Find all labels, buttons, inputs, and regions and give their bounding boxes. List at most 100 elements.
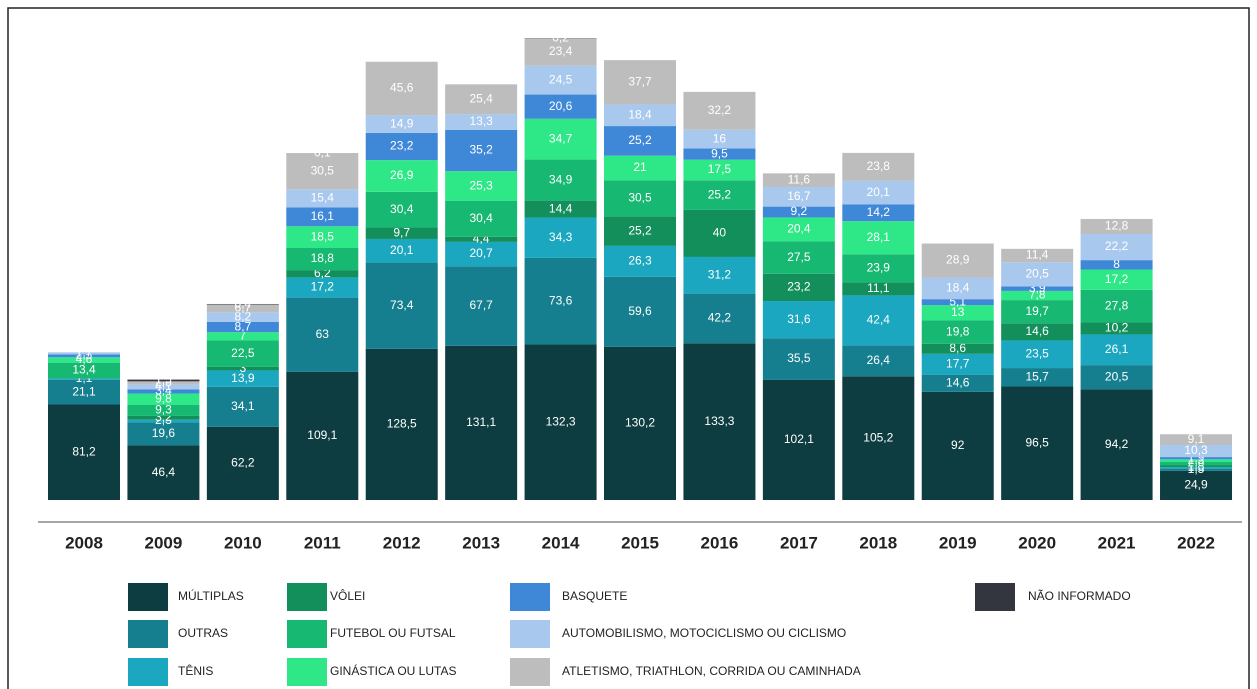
data-label: 9,2 (791, 204, 808, 218)
legend-label: NÃO INFORMADO (1028, 589, 1131, 603)
data-label: 23,4 (549, 44, 573, 58)
x-tick-label: 2013 (462, 533, 500, 552)
legend-swatch (128, 620, 168, 648)
data-label: 15,7 (1025, 369, 1049, 383)
bar-segment (206, 321, 279, 333)
data-label: 13 (951, 305, 965, 319)
bar-segment (762, 206, 835, 218)
bar-segment (1160, 468, 1233, 471)
data-label: 3 (240, 361, 247, 375)
data-label: 2,5 (76, 348, 93, 362)
data-label: 14,9 (390, 116, 414, 130)
bar-segment (1080, 218, 1153, 235)
data-label: 30,4 (390, 202, 414, 216)
bar-segment (206, 332, 279, 341)
bar-segment (445, 114, 518, 130)
bar-segment (604, 276, 677, 347)
legend-swatch (510, 620, 550, 648)
data-label: 7,8 (1029, 288, 1046, 302)
data-label: 19,8 (946, 324, 970, 338)
data-label: 24,5 (549, 72, 573, 86)
bar-segment (683, 148, 756, 160)
bar-segment (286, 248, 359, 271)
data-label: 25,2 (628, 133, 652, 147)
bar-segment (921, 305, 994, 321)
legend-label: VÔLEI (330, 588, 365, 603)
bar-segment (206, 312, 279, 322)
bar-segment (1160, 462, 1233, 466)
bar-segment (921, 391, 994, 500)
bar-segment (604, 245, 677, 277)
data-label: 2,8 (155, 375, 172, 389)
data-label: 14,4 (549, 201, 573, 215)
bar-segment (286, 207, 359, 227)
data-label: 40 (713, 226, 727, 240)
bar-segment (1001, 386, 1074, 500)
bar-segment (48, 357, 120, 363)
data-label: 0,2 (552, 30, 569, 44)
bar-segment (48, 379, 120, 405)
bar-segment (206, 370, 279, 387)
bar-segment (1160, 465, 1233, 468)
data-label: 20,1 (390, 243, 414, 257)
data-label: 130,2 (625, 416, 655, 430)
data-label: 30,5 (311, 163, 335, 177)
bar-segment (921, 243, 994, 278)
x-tick-label: 2018 (859, 533, 897, 552)
data-label: 17,2 (311, 280, 335, 294)
bar-segment (1001, 248, 1074, 263)
x-tick-label: 2011 (304, 533, 341, 552)
bar-segment (762, 173, 835, 187)
bar-segment (1080, 234, 1153, 261)
data-label: 23,9 (867, 260, 891, 274)
bar-segment (604, 346, 677, 500)
bar-segment (842, 282, 915, 296)
bar-segment (524, 38, 597, 66)
data-label: 46,4 (152, 465, 176, 479)
bar-segment (762, 273, 835, 302)
bar-segment (1001, 286, 1074, 291)
data-label: 28,9 (946, 253, 970, 267)
data-label: 32,2 (708, 103, 732, 117)
data-label: 18,8 (311, 251, 335, 265)
legend-swatch (128, 658, 168, 686)
legend-label: MÚLTIPLAS (178, 588, 244, 603)
data-label: 0,4 (235, 296, 252, 310)
data-label: 20,6 (549, 99, 573, 113)
x-tick-label: 2009 (145, 533, 183, 552)
bar-segment (762, 217, 835, 242)
data-label: 31,6 (787, 312, 811, 326)
bar-segment (1160, 444, 1233, 458)
bar-segment (206, 386, 279, 427)
bar-segment (762, 379, 835, 500)
data-label: 26,1 (1105, 342, 1129, 356)
bar-segment (206, 304, 279, 313)
bar-segment (683, 209, 756, 257)
bar-segment (206, 366, 279, 371)
data-label: 35,5 (787, 351, 811, 365)
legend-swatch (510, 583, 550, 611)
bar-segment (365, 191, 438, 228)
data-label: 67,7 (469, 298, 493, 312)
legend-swatch (510, 658, 550, 686)
data-label: 131,1 (466, 415, 496, 429)
bar-segment (921, 299, 994, 306)
bar-segment (1160, 434, 1233, 445)
bar-segment (524, 344, 597, 500)
bar-segment (842, 254, 915, 283)
bar-segment (127, 419, 200, 423)
bar-segment (1080, 289, 1153, 323)
bar-segment (206, 340, 279, 367)
bar-segment (1160, 470, 1233, 500)
bar-segment (604, 180, 677, 217)
bar-segment (286, 226, 359, 249)
bar-segment (842, 180, 915, 205)
bar-segment (604, 155, 677, 181)
data-label: 23,2 (787, 280, 811, 294)
bar-segment (445, 84, 518, 115)
bar-segment (1080, 365, 1153, 390)
data-label: 18,4 (628, 107, 652, 121)
bar-segment (842, 295, 915, 346)
bar-segment (524, 200, 597, 218)
legend-swatch (287, 620, 327, 648)
